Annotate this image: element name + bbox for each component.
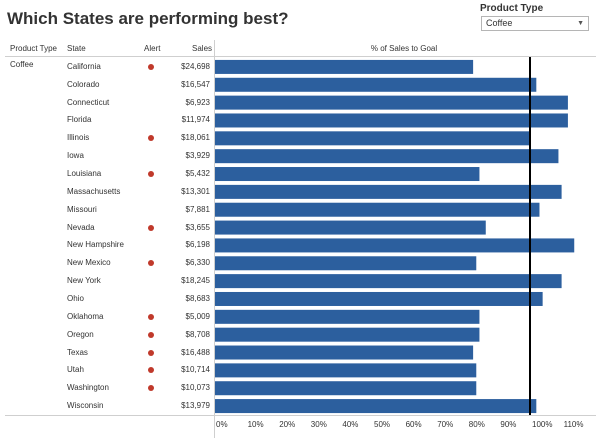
- sales-value: $18,245: [181, 276, 210, 286]
- state-label: Massachusetts: [67, 186, 121, 196]
- bar-new-mexico[interactable]: [215, 256, 477, 271]
- state-label: Iowa: [67, 151, 84, 161]
- header-alert: Alert: [144, 44, 161, 53]
- sales-value: $3,655: [185, 222, 210, 232]
- state-label: Illinois: [67, 133, 90, 143]
- sales-value: $3,929: [185, 151, 210, 161]
- sales-value: $24,698: [181, 61, 210, 71]
- product-type-dropdown[interactable]: Coffee ▼: [481, 16, 589, 31]
- sales-value: $5,432: [185, 169, 210, 179]
- x-tick-label: 20%: [279, 420, 295, 429]
- state-label: California: [67, 61, 101, 71]
- bar-iowa[interactable]: [215, 149, 559, 164]
- x-tick-label: 60%: [406, 420, 422, 429]
- sales-value: $11,974: [181, 115, 210, 125]
- alert-dot: [148, 367, 154, 374]
- x-tick-label: 30%: [311, 420, 327, 429]
- sales-value: $8,683: [185, 293, 210, 303]
- bar-oklahoma[interactable]: [215, 309, 480, 324]
- state-label: Louisiana: [67, 169, 102, 179]
- state-label: Missouri: [67, 204, 97, 214]
- x-tick-label: 0%: [216, 420, 228, 429]
- header-sales: Sales: [192, 44, 213, 53]
- sales-value: $6,330: [185, 258, 210, 268]
- header-divider: [5, 56, 596, 57]
- bar-ohio[interactable]: [215, 291, 543, 306]
- x-tick-label: 70%: [437, 420, 453, 429]
- chevron-down-icon[interactable]: ▼: [577, 20, 584, 27]
- bar-new-hampshire[interactable]: [215, 238, 575, 253]
- bottom-divider: [5, 415, 596, 416]
- x-tick-label: 110%: [564, 420, 584, 429]
- header-product-type: Product Type: [10, 44, 57, 53]
- alert-dot: [148, 385, 154, 392]
- state-label: New Hampshire: [67, 240, 124, 250]
- bar-new-york[interactable]: [215, 274, 562, 289]
- x-tick-label: 80%: [469, 420, 485, 429]
- alert-dot: [148, 313, 154, 320]
- x-tick-label: 10%: [248, 420, 264, 429]
- bar-texas[interactable]: [215, 345, 474, 360]
- bar-florida[interactable]: [215, 113, 568, 128]
- x-tick-label: 90%: [500, 420, 516, 429]
- sales-value: $6,198: [185, 240, 210, 250]
- alert-dot: [148, 260, 154, 267]
- bar-california[interactable]: [215, 59, 474, 74]
- sales-value: $16,547: [181, 79, 210, 89]
- sales-value: $13,301: [181, 186, 210, 196]
- alert-dot: [148, 135, 154, 142]
- header-state: State: [67, 44, 86, 53]
- bar-connecticut[interactable]: [215, 95, 568, 110]
- alert-dot: [148, 349, 154, 356]
- product-type-cell: Coffee: [10, 60, 34, 69]
- sales-value: $7,881: [185, 204, 210, 214]
- bar-illinois[interactable]: [215, 131, 530, 146]
- filter-label: Product Type: [480, 3, 544, 14]
- chart-left-border: [214, 40, 215, 438]
- alert-dot: [148, 63, 154, 70]
- sales-value: $6,923: [185, 97, 210, 107]
- state-label: Texas: [67, 347, 88, 357]
- sales-value: $5,009: [185, 311, 210, 321]
- x-tick-label: 40%: [342, 420, 358, 429]
- page-title: Which States are performing best?: [7, 9, 289, 28]
- bar-wisconsin[interactable]: [215, 399, 537, 414]
- bar-louisiana[interactable]: [215, 167, 480, 182]
- sales-value: $18,061: [181, 133, 210, 143]
- state-label: Nevada: [67, 222, 95, 232]
- bar-massachusetts[interactable]: [215, 184, 562, 199]
- state-label: Washington: [67, 383, 109, 393]
- bar-oregon[interactable]: [215, 327, 480, 342]
- state-label: Ohio: [67, 293, 84, 303]
- sales-value: $10,714: [181, 365, 210, 375]
- sales-value: $10,073: [181, 383, 210, 393]
- state-label: Utah: [67, 365, 84, 375]
- alert-dot: [148, 171, 154, 178]
- x-tick-label: 100%: [532, 420, 552, 429]
- bar-colorado[interactable]: [215, 77, 537, 92]
- bar-washington[interactable]: [215, 381, 477, 396]
- alert-dot: [148, 331, 154, 338]
- x-tick-label: 50%: [374, 420, 390, 429]
- state-label: Colorado: [67, 79, 100, 89]
- state-label: New Mexico: [67, 258, 111, 268]
- dropdown-selected-value: Coffee: [486, 18, 513, 28]
- sales-value: $13,979: [181, 401, 210, 411]
- bar-missouri[interactable]: [215, 202, 540, 217]
- sales-value: $8,708: [185, 329, 210, 339]
- alert-dot: [148, 224, 154, 231]
- sales-value: $16,488: [181, 347, 210, 357]
- state-label: Oklahoma: [67, 311, 104, 321]
- state-label: Oregon: [67, 329, 94, 339]
- state-label: Florida: [67, 115, 92, 125]
- state-label: Wisconsin: [67, 401, 104, 411]
- state-label: New York: [67, 276, 101, 286]
- header-chart-title: % of Sales to Goal: [370, 44, 438, 53]
- state-label: Connecticut: [67, 97, 110, 107]
- bar-nevada[interactable]: [215, 220, 486, 235]
- bar-utah[interactable]: [215, 363, 477, 378]
